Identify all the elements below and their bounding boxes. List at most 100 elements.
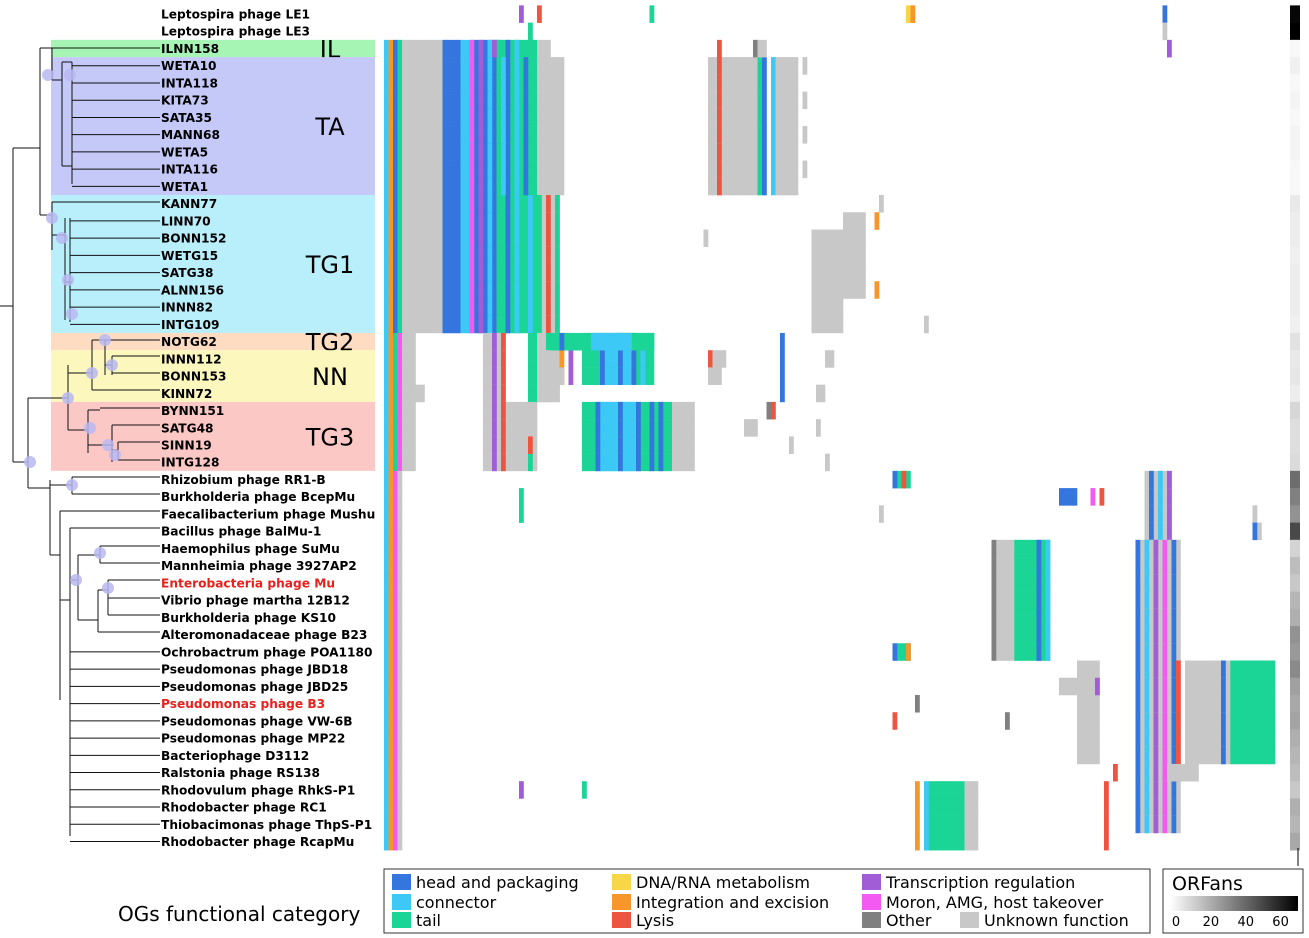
heatmap-cell (393, 832, 398, 851)
heatmap-cell (1032, 557, 1037, 575)
heatmap-cell (730, 74, 736, 92)
heatmap-cell (559, 160, 565, 179)
heatmap-cell (784, 108, 790, 127)
heatmap-cell (469, 143, 475, 161)
orfans-cell (1290, 574, 1300, 592)
heatmap-cell (874, 212, 880, 230)
heatmap-cell (1248, 694, 1253, 713)
heatmap-cell (1149, 574, 1154, 592)
heatmap-cell (1171, 557, 1177, 575)
heatmap-cell (784, 177, 790, 196)
heatmap-cell (420, 229, 425, 248)
heatmap-cell (397, 350, 403, 368)
heatmap-cell (541, 143, 547, 161)
heatmap-cell (546, 281, 551, 299)
heatmap-cell (1194, 763, 1199, 782)
heatmap-cell (1095, 694, 1100, 713)
heatmap-cell (834, 281, 839, 299)
heatmap-cell (708, 367, 713, 385)
heatmap-cell (649, 5, 655, 23)
heatmap-cell (546, 367, 551, 385)
heatmap-cell (618, 332, 623, 351)
heatmap-cell (442, 143, 448, 161)
heatmap-cell (1149, 677, 1154, 696)
heatmap-cell (991, 591, 997, 610)
heatmap-cell (384, 453, 389, 472)
taxon-label: Alteromonadaceae phage B23 (161, 628, 367, 642)
heatmap-cell (546, 57, 551, 75)
heatmap-cell (591, 419, 596, 437)
heatmap-cell (1248, 660, 1253, 679)
heatmap-cell (744, 57, 749, 75)
heatmap-cell (460, 195, 466, 213)
heatmap-cell (753, 160, 758, 179)
heatmap-cell (424, 39, 430, 58)
heatmap-cell (469, 212, 475, 230)
heatmap-cell (753, 39, 758, 58)
heatmap-cell (672, 419, 677, 437)
heatmap-cell (771, 177, 776, 196)
taxon-label: Rhizobium phage RR1-B (161, 473, 326, 487)
heatmap-cell (424, 195, 430, 213)
heatmap-cell (406, 384, 412, 403)
heatmap-cell (474, 229, 479, 248)
heatmap-cell (411, 453, 416, 472)
heatmap-cell (550, 298, 556, 316)
heatmap-cell (532, 39, 538, 58)
heatmap-cell (402, 436, 407, 454)
heatmap-cell (1153, 677, 1159, 696)
heatmap-cell (1257, 746, 1262, 765)
heatmap-cell (802, 57, 808, 75)
heatmap-cell (388, 608, 394, 627)
heatmap-cell (1135, 557, 1141, 575)
heatmap-cell (609, 453, 614, 472)
heatmap-cell (1041, 539, 1046, 558)
heatmap-cell (532, 315, 538, 334)
heatmap-cell (528, 281, 533, 299)
heatmap-cell (1014, 539, 1019, 558)
heatmap-cell (393, 608, 398, 627)
heatmap-cell (528, 108, 533, 127)
heatmap-cell (555, 126, 560, 144)
heatmap-cell (559, 177, 565, 196)
heatmap-cell (604, 419, 610, 437)
taxon-label: Bacteriophage D3112 (161, 749, 309, 763)
heatmap-cell (397, 677, 403, 696)
heatmap-cell (393, 160, 398, 179)
heatmap-cell (478, 177, 484, 196)
heatmap-cell (636, 401, 641, 420)
heatmap-cell (1158, 712, 1163, 730)
heatmap-cell (384, 332, 389, 351)
bootstrap-node-marker (66, 479, 78, 491)
heatmap-cell (537, 177, 542, 196)
heatmap-cell (1194, 729, 1199, 747)
heatmap-cell (1162, 574, 1168, 592)
heatmap-cell (456, 298, 461, 316)
heatmap-cell (721, 91, 727, 110)
heatmap-cell (969, 798, 974, 816)
heatmap-cell (447, 246, 452, 265)
heatmap-cell (546, 212, 551, 230)
heatmap-cell (1185, 763, 1190, 782)
heatmap-cell (541, 350, 547, 368)
heatmap-cell (510, 419, 515, 437)
heatmap-cell (406, 281, 412, 299)
heatmap-cell (465, 229, 470, 248)
heatmap-cell (1243, 660, 1249, 679)
heatmap-cell (1149, 815, 1154, 834)
heatmap-cell (424, 57, 430, 75)
heatmap-cell (1225, 660, 1231, 679)
heatmap-cell (748, 143, 754, 161)
heatmap-cell (852, 281, 857, 299)
heatmap-cell (415, 143, 421, 161)
heatmap-cell (969, 832, 974, 851)
heatmap-cell (496, 229, 502, 248)
heatmap-cell (492, 212, 497, 230)
heatmap-cell (537, 246, 542, 265)
heatmap-cell (519, 298, 524, 316)
heatmap-cell (433, 246, 439, 265)
taxon-label: ILNN158 (161, 42, 219, 56)
heatmap-cell (744, 91, 749, 110)
orfans-cell (1290, 177, 1300, 196)
heatmap-cell (397, 781, 403, 799)
